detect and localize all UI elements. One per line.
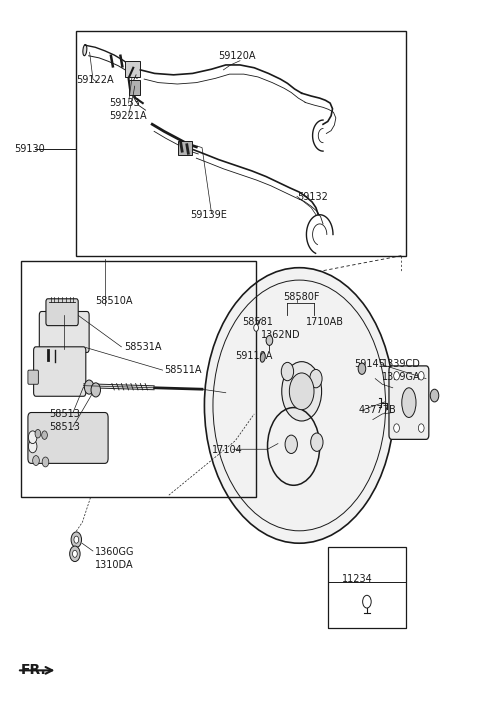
Circle shape bbox=[289, 373, 314, 409]
Circle shape bbox=[394, 372, 399, 380]
Text: 1360GG: 1360GG bbox=[96, 548, 135, 557]
Text: 59130: 59130 bbox=[14, 144, 46, 154]
Text: 59110A: 59110A bbox=[235, 351, 273, 361]
Circle shape bbox=[358, 363, 366, 375]
Text: 58513: 58513 bbox=[49, 409, 80, 419]
Text: 58531A: 58531A bbox=[124, 342, 161, 352]
Text: 43777B: 43777B bbox=[359, 405, 396, 415]
Circle shape bbox=[285, 435, 298, 454]
Text: 58581: 58581 bbox=[242, 317, 273, 327]
Ellipse shape bbox=[83, 45, 87, 56]
Circle shape bbox=[419, 424, 424, 432]
Text: 1310DA: 1310DA bbox=[96, 560, 134, 570]
Circle shape bbox=[394, 424, 399, 432]
Text: 59132: 59132 bbox=[297, 192, 328, 202]
FancyBboxPatch shape bbox=[28, 412, 108, 464]
Circle shape bbox=[310, 370, 322, 388]
Text: 59120A: 59120A bbox=[219, 51, 256, 61]
FancyBboxPatch shape bbox=[389, 366, 429, 439]
Circle shape bbox=[28, 431, 37, 444]
Text: 59145: 59145 bbox=[354, 360, 385, 370]
Bar bbox=[76, 31, 406, 256]
Ellipse shape bbox=[402, 388, 416, 417]
Bar bbox=[328, 582, 406, 628]
Text: 1339GA: 1339GA bbox=[383, 372, 421, 382]
Bar bbox=[179, 140, 192, 155]
Bar bbox=[125, 61, 140, 77]
Circle shape bbox=[281, 362, 294, 381]
FancyBboxPatch shape bbox=[39, 311, 89, 352]
Text: 17104: 17104 bbox=[212, 445, 242, 455]
Circle shape bbox=[430, 389, 439, 402]
Text: 58580F: 58580F bbox=[283, 293, 319, 303]
Circle shape bbox=[71, 532, 82, 548]
Text: 1339CD: 1339CD bbox=[383, 360, 421, 370]
Text: 1710AB: 1710AB bbox=[306, 317, 345, 327]
Ellipse shape bbox=[260, 352, 265, 362]
FancyBboxPatch shape bbox=[28, 370, 38, 384]
Circle shape bbox=[91, 383, 100, 397]
Circle shape bbox=[33, 456, 39, 466]
Text: 59139E: 59139E bbox=[190, 210, 227, 220]
Text: FR.: FR. bbox=[21, 664, 47, 677]
Circle shape bbox=[42, 431, 48, 439]
Bar bbox=[129, 80, 140, 95]
Ellipse shape bbox=[204, 268, 394, 543]
Text: 1362ND: 1362ND bbox=[261, 330, 301, 340]
Circle shape bbox=[42, 457, 49, 467]
Text: 58510A: 58510A bbox=[96, 296, 133, 306]
Circle shape bbox=[35, 429, 41, 438]
Text: 58511A: 58511A bbox=[164, 365, 202, 375]
Text: 11234: 11234 bbox=[342, 574, 373, 584]
Circle shape bbox=[254, 324, 259, 331]
Circle shape bbox=[74, 536, 79, 543]
Bar bbox=[328, 547, 406, 628]
FancyBboxPatch shape bbox=[34, 347, 86, 397]
Circle shape bbox=[84, 380, 94, 394]
Bar bbox=[21, 261, 256, 497]
Circle shape bbox=[72, 550, 77, 557]
Text: 58513: 58513 bbox=[49, 422, 80, 431]
Circle shape bbox=[282, 362, 322, 421]
Text: 59221A: 59221A bbox=[109, 111, 147, 121]
Text: 59133: 59133 bbox=[109, 98, 140, 108]
Circle shape bbox=[28, 440, 37, 453]
Circle shape bbox=[419, 372, 424, 380]
FancyBboxPatch shape bbox=[46, 299, 78, 325]
Circle shape bbox=[70, 546, 80, 562]
Text: 59122A: 59122A bbox=[76, 75, 114, 85]
Circle shape bbox=[266, 335, 273, 345]
Circle shape bbox=[311, 433, 323, 451]
